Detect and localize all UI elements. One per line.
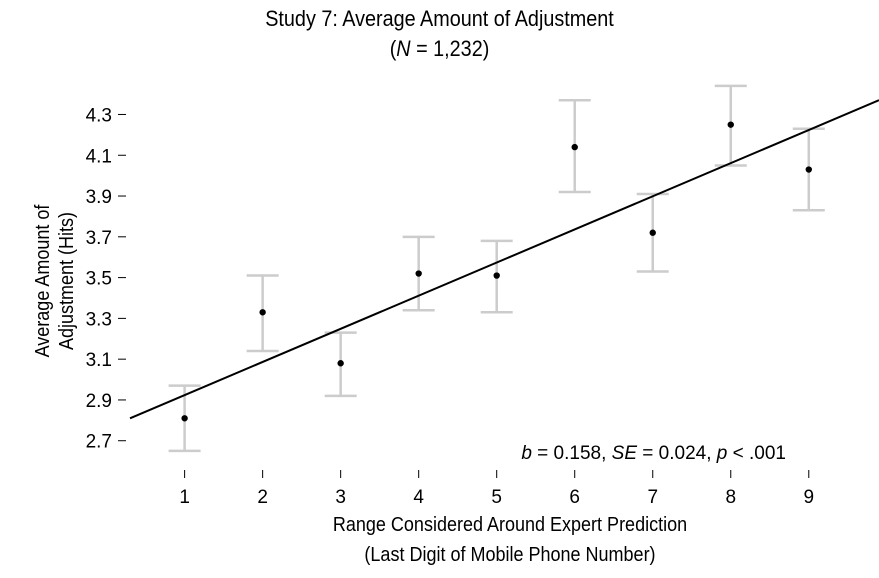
y-tick-label: 2.7 bbox=[86, 432, 112, 453]
data-point bbox=[259, 309, 266, 316]
y-tick-label: 4.1 bbox=[86, 146, 112, 167]
data-point bbox=[805, 166, 812, 173]
x-tick-label: 3 bbox=[335, 487, 346, 508]
data-point bbox=[493, 272, 500, 279]
y-tick-label: 3.1 bbox=[86, 350, 112, 371]
data-point bbox=[649, 229, 656, 236]
y-tick-label: 3.9 bbox=[86, 187, 112, 208]
chart-subtitle: (N = 1,232) bbox=[389, 36, 490, 61]
y-tick-label: 3.3 bbox=[86, 309, 112, 330]
x-tick-label: 4 bbox=[413, 487, 424, 508]
data-point bbox=[571, 143, 578, 151]
x-tick-label: 5 bbox=[491, 487, 502, 508]
x-tick-label: 6 bbox=[569, 487, 580, 508]
data-point bbox=[415, 270, 422, 277]
y-tick-label: 2.9 bbox=[86, 391, 112, 412]
data-point bbox=[337, 360, 344, 367]
x-tick-label: 1 bbox=[179, 487, 190, 508]
data-point bbox=[181, 415, 188, 422]
x-tick-label: 8 bbox=[725, 487, 736, 508]
chart-title: Study 7: Average Amount of Adjustment bbox=[265, 6, 614, 31]
stats-annotation: b = 0.158, SE = 0.024, p < .001 bbox=[521, 443, 786, 464]
x-axis-label: Range Considered Around Expert Predictio… bbox=[332, 514, 688, 566]
x-tick-label: 7 bbox=[647, 487, 658, 508]
x-tick-label: 9 bbox=[803, 487, 814, 508]
regression-line bbox=[129, 99, 879, 420]
y-tick-label: 3.5 bbox=[86, 269, 112, 290]
y-tick-label: 4.3 bbox=[86, 105, 112, 126]
y-tick-label: 3.7 bbox=[86, 228, 112, 249]
x-tick-label: 2 bbox=[257, 487, 268, 508]
data-point bbox=[727, 121, 734, 128]
